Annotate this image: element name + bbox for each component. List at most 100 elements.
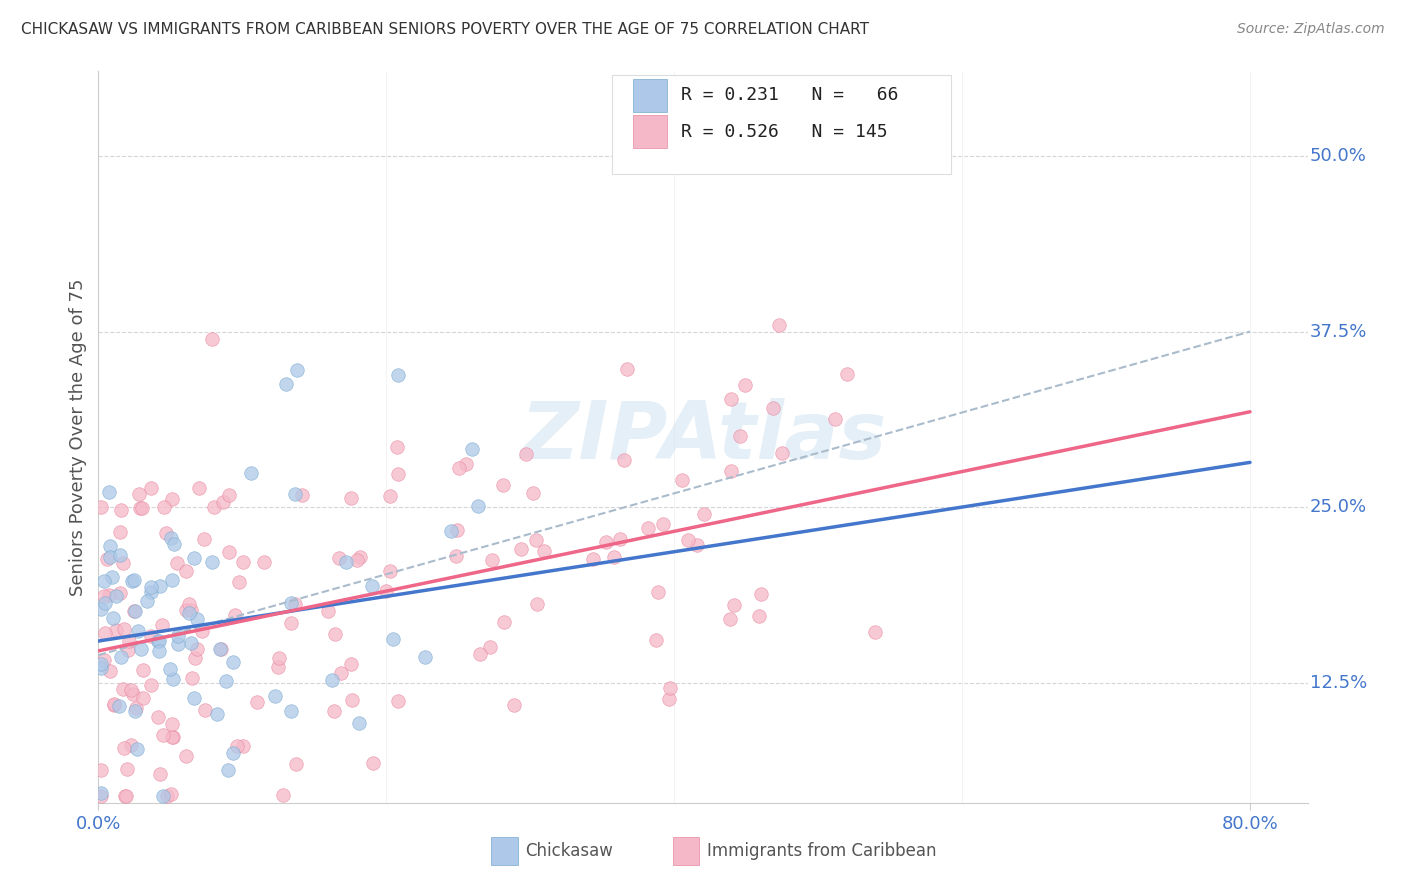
Point: [180, 636, 202, 650]
Point: [240, 466, 263, 480]
Point: [267, 660, 290, 674]
Point: [122, 574, 145, 588]
Point: [461, 442, 484, 456]
Point: [149, 766, 172, 780]
Point: [167, 629, 190, 643]
Point: [115, 762, 138, 776]
Point: [361, 756, 384, 771]
Point: [96, 552, 118, 566]
Point: [770, 445, 793, 459]
Point: [720, 392, 742, 406]
Point: [644, 633, 666, 648]
Point: [108, 698, 131, 713]
Point: [470, 647, 492, 661]
Point: [186, 642, 208, 657]
Point: [156, 789, 179, 803]
Point: [124, 700, 146, 714]
Point: [595, 534, 617, 549]
Point: [90, 661, 112, 675]
Point: [686, 537, 709, 551]
Point: [323, 704, 346, 718]
Point: [205, 706, 228, 721]
Point: [522, 486, 544, 500]
Point: [104, 623, 127, 637]
Point: [728, 429, 751, 443]
Point: [181, 671, 204, 685]
Text: 37.5%: 37.5%: [1310, 323, 1368, 341]
Point: [382, 632, 405, 646]
Point: [342, 693, 364, 707]
Point: [280, 705, 302, 719]
Point: [509, 542, 531, 557]
Point: [284, 597, 307, 611]
Point: [110, 650, 132, 665]
FancyBboxPatch shape: [633, 115, 666, 148]
FancyBboxPatch shape: [633, 78, 666, 112]
Point: [316, 604, 339, 618]
Point: [112, 622, 135, 636]
Y-axis label: Seniors Poverty Over the Age of 75: Seniors Poverty Over the Age of 75: [69, 278, 87, 596]
Point: [110, 548, 132, 562]
Point: [263, 689, 285, 703]
Point: [492, 478, 515, 492]
Point: [98, 588, 121, 602]
Point: [201, 332, 224, 346]
Point: [720, 465, 742, 479]
Point: [174, 565, 197, 579]
Point: [162, 731, 184, 745]
Text: R = 0.526   N = 145: R = 0.526 N = 145: [682, 123, 887, 141]
Point: [127, 742, 149, 756]
Point: [141, 481, 163, 495]
Point: [447, 461, 470, 475]
Point: [131, 500, 153, 515]
Point: [467, 500, 489, 514]
Point: [90, 786, 112, 800]
Point: [162, 574, 184, 588]
Point: [349, 549, 371, 564]
Point: [160, 531, 183, 545]
Point: [177, 606, 200, 620]
Point: [863, 625, 886, 640]
Point: [93, 589, 115, 603]
Point: [122, 687, 145, 701]
Point: [184, 651, 207, 665]
Point: [226, 739, 249, 753]
Point: [444, 549, 467, 563]
Point: [98, 665, 121, 679]
Point: [387, 368, 409, 382]
Point: [652, 516, 675, 531]
Point: [503, 698, 526, 713]
Point: [647, 585, 669, 599]
Point: [280, 596, 302, 610]
Point: [374, 584, 396, 599]
Point: [150, 617, 173, 632]
Text: CHICKASAW VS IMMIGRANTS FROM CARIBBEAN SENIORS POVERTY OVER THE AGE OF 75 CORREL: CHICKASAW VS IMMIGRANTS FROM CARIBBEAN S…: [21, 22, 869, 37]
Point: [768, 318, 790, 333]
Point: [124, 704, 146, 718]
Point: [221, 655, 243, 669]
Point: [183, 550, 205, 565]
Point: [94, 626, 117, 640]
Point: [835, 367, 858, 381]
Point: [148, 710, 170, 724]
Point: [152, 728, 174, 742]
Point: [104, 589, 127, 603]
Point: [110, 503, 132, 517]
Point: [340, 657, 363, 672]
Point: [180, 602, 202, 616]
Point: [132, 663, 155, 677]
Point: [101, 610, 124, 624]
Point: [232, 739, 254, 753]
Point: [98, 484, 121, 499]
Point: [287, 362, 309, 376]
Point: [174, 749, 197, 764]
Point: [163, 537, 186, 551]
Point: [90, 764, 112, 778]
Point: [659, 681, 682, 695]
Point: [361, 579, 384, 593]
Point: [212, 495, 235, 509]
Text: 25.0%: 25.0%: [1310, 499, 1367, 516]
Point: [186, 612, 208, 626]
Point: [128, 500, 150, 515]
Point: [152, 789, 174, 803]
